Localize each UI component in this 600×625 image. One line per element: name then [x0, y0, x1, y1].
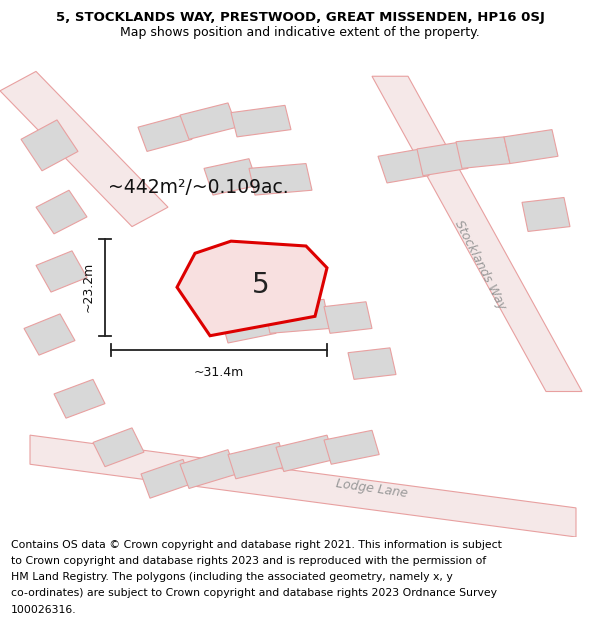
- Polygon shape: [264, 299, 330, 333]
- Polygon shape: [180, 450, 237, 489]
- Polygon shape: [231, 106, 291, 137]
- Polygon shape: [522, 198, 570, 231]
- Polygon shape: [276, 435, 335, 471]
- Text: to Crown copyright and database rights 2023 and is reproduced with the permissio: to Crown copyright and database rights 2…: [11, 556, 486, 566]
- Polygon shape: [378, 149, 429, 183]
- Text: ~31.4m: ~31.4m: [194, 366, 244, 379]
- Polygon shape: [0, 71, 168, 227]
- Polygon shape: [177, 241, 327, 336]
- Text: 5: 5: [252, 271, 270, 299]
- Polygon shape: [36, 190, 87, 234]
- Text: ~442m²/~0.109ac.: ~442m²/~0.109ac.: [108, 178, 289, 198]
- Text: Contains OS data © Crown copyright and database right 2021. This information is : Contains OS data © Crown copyright and d…: [11, 539, 502, 549]
- Polygon shape: [138, 115, 192, 151]
- Polygon shape: [417, 142, 468, 176]
- Polygon shape: [21, 120, 78, 171]
- Polygon shape: [219, 302, 276, 343]
- Text: Map shows position and indicative extent of the property.: Map shows position and indicative extent…: [120, 26, 480, 39]
- Text: co-ordinates) are subject to Crown copyright and database rights 2023 Ordnance S: co-ordinates) are subject to Crown copyr…: [11, 589, 497, 599]
- Polygon shape: [504, 129, 558, 164]
- Polygon shape: [24, 314, 75, 355]
- Polygon shape: [180, 103, 237, 139]
- Text: ~23.2m: ~23.2m: [81, 262, 94, 312]
- Text: 5, STOCKLANDS WAY, PRESTWOOD, GREAT MISSENDEN, HP16 0SJ: 5, STOCKLANDS WAY, PRESTWOOD, GREAT MISS…: [56, 11, 544, 24]
- Polygon shape: [54, 379, 105, 418]
- Polygon shape: [372, 76, 582, 391]
- Polygon shape: [249, 164, 312, 195]
- Polygon shape: [348, 348, 396, 379]
- Polygon shape: [141, 459, 192, 498]
- Polygon shape: [324, 430, 379, 464]
- Polygon shape: [30, 435, 576, 537]
- Polygon shape: [228, 442, 287, 479]
- Text: Stocklands Way: Stocklands Way: [452, 219, 508, 312]
- Polygon shape: [324, 302, 372, 333]
- Polygon shape: [456, 137, 510, 168]
- Text: 100026316.: 100026316.: [11, 605, 76, 615]
- Polygon shape: [204, 159, 258, 195]
- Polygon shape: [36, 251, 87, 292]
- Text: Lodge Lane: Lodge Lane: [335, 477, 409, 500]
- Text: HM Land Registry. The polygons (including the associated geometry, namely x, y: HM Land Registry. The polygons (includin…: [11, 572, 452, 582]
- Polygon shape: [93, 428, 144, 467]
